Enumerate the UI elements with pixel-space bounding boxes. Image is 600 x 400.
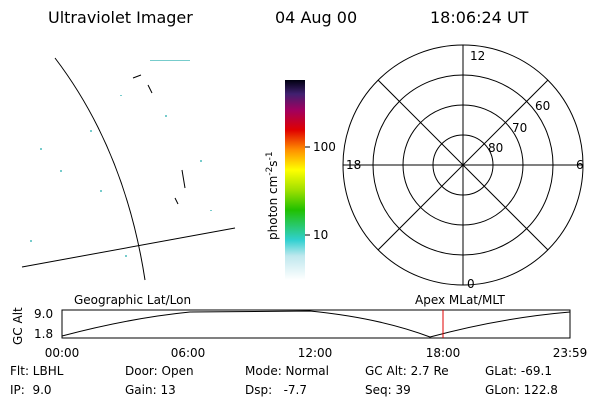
- lat-line: [21, 227, 236, 268]
- cb-unit: s: [266, 160, 280, 166]
- title: Ultraviolet Imager: [48, 8, 193, 27]
- x-tick-label: 12:00: [298, 346, 333, 360]
- ring-label: 70: [512, 121, 527, 135]
- x-tick-label: 23:59: [553, 346, 588, 360]
- alt-curve: [61, 310, 571, 338]
- features: [132, 74, 186, 205]
- cb-unit: photon cm: [266, 176, 280, 240]
- mlt-label: 18: [346, 158, 361, 172]
- status-field: IP: 9.0: [10, 383, 52, 397]
- mlt-label: 12: [470, 49, 485, 63]
- cb-tick-label: 10: [313, 228, 328, 242]
- ring-label: 80: [488, 141, 503, 155]
- x-tick-label: 06:00: [171, 346, 206, 360]
- status-field: Door: Open: [125, 364, 194, 378]
- status-field: Mode: Normal: [245, 364, 329, 378]
- ring-label: 60: [535, 99, 550, 113]
- status-field: Dsp: -7.7: [245, 383, 307, 397]
- image-overlay: [21, 57, 236, 281]
- plot-title: Apex MLat/MLT: [415, 293, 505, 307]
- status-field: Gain: 13: [125, 383, 176, 397]
- mlt-label: 6: [576, 158, 584, 172]
- y-tick-label: 9.0: [34, 307, 53, 321]
- plot-frame: [61, 309, 571, 339]
- cb-tick-label: 100: [313, 140, 336, 154]
- image-panel: [30, 60, 212, 257]
- cb-exp: -2: [265, 167, 275, 176]
- status-field: GLon: 122.8: [485, 383, 558, 397]
- status-field: GC Alt: 2.7 Re: [365, 364, 449, 378]
- spoke: [377, 79, 549, 251]
- boundary-curve: [54, 57, 146, 281]
- date: 04 Aug 00: [275, 8, 357, 27]
- plot-title: Geographic Lat/Lon: [74, 293, 191, 307]
- x-tick-label: 00:00: [45, 346, 80, 360]
- polar-grid: [342, 44, 584, 286]
- mlt-label: 0: [467, 277, 475, 291]
- y-label: GC Alt: [11, 307, 25, 345]
- cb-label: photon cm-2s-1: [265, 151, 280, 240]
- status-field: Flt: LBHL: [10, 364, 64, 378]
- altitude-plot: Geographic Lat/Lon Apex MLat/MLT GC Alt …: [11, 293, 587, 360]
- y-tick-label: 1.8: [34, 327, 53, 341]
- time: 18:06:24 UT: [430, 8, 529, 27]
- cb-exp: -1: [265, 151, 275, 160]
- status-field: GLat: -69.1: [485, 364, 552, 378]
- status: Flt: LBHL Door: Open Mode: Normal GC Alt…: [10, 364, 558, 397]
- status-field: Seq: 39: [365, 383, 411, 397]
- x-tick-label: 18:00: [426, 346, 461, 360]
- colorbar: [285, 80, 305, 280]
- polar-labels: 80 70 60 12 6 18 0: [346, 49, 584, 291]
